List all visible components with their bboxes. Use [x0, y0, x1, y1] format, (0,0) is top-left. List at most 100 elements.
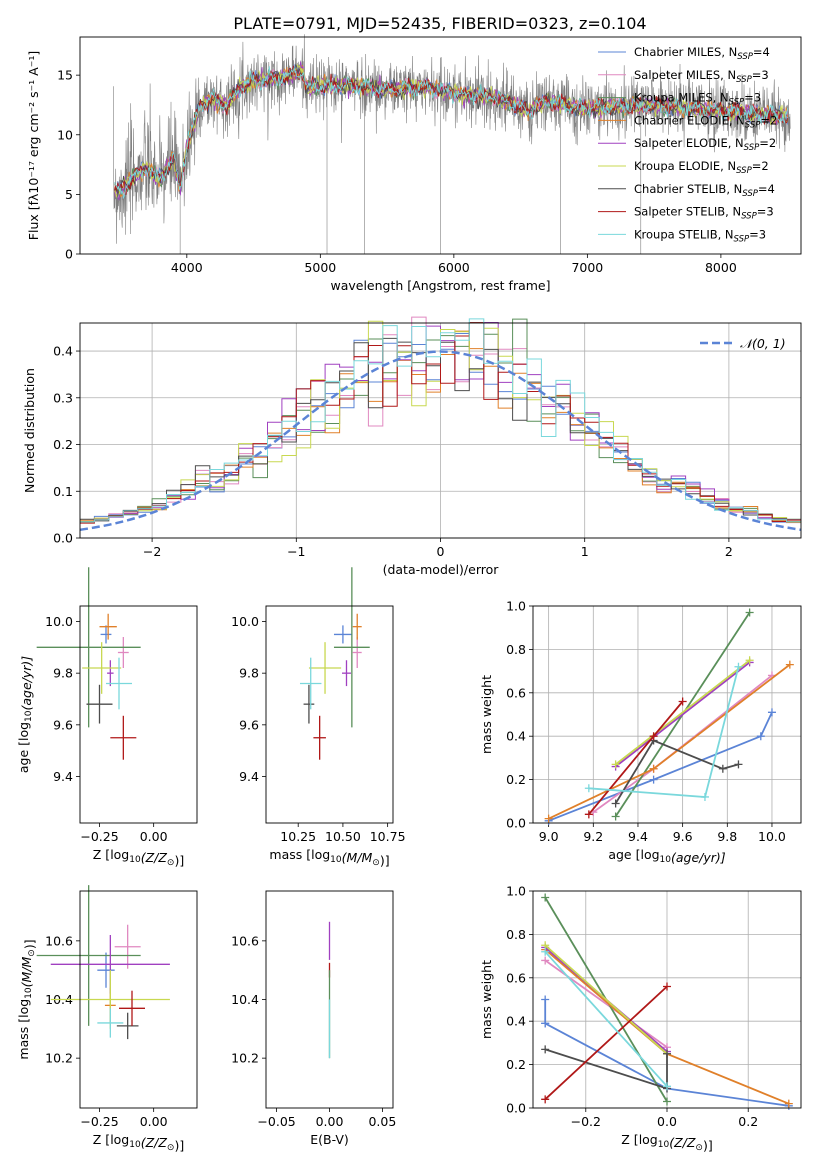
data-point: [734, 760, 743, 769]
data-point: [541, 956, 550, 965]
y-tick-label: 10.2: [231, 1051, 259, 1066]
y-tick-label: 0.4: [53, 344, 73, 359]
data-point: [649, 775, 658, 784]
data-point: [649, 764, 658, 773]
y-axis-label: mass [log10(M/M⊙)]: [16, 939, 37, 1059]
y-tick-label: 0.3: [53, 390, 73, 405]
data-point: [611, 812, 620, 821]
data-point: [584, 810, 593, 819]
y-tick-label: 9.8: [53, 666, 73, 681]
y-axis-label: age [log10(age/yr)]: [16, 656, 34, 773]
data-point: [734, 662, 743, 671]
data-point: [541, 1045, 550, 1054]
x-axis-label: Z [log10(Z/Z⊙)]: [93, 847, 184, 868]
data-point: [584, 784, 593, 793]
series-line: [544, 999, 789, 1107]
y-tick-label: 9.6: [53, 717, 73, 732]
x-tick-label: 0.0: [657, 1114, 677, 1129]
x-tick-label: 10.25: [280, 829, 316, 844]
legend-entry: Salpeter ELODIE, NSSP=2: [634, 136, 776, 153]
model-fit-line: [114, 66, 788, 200]
x-tick-label: 8000: [705, 260, 737, 275]
legend-entry: 𝒩(0, 1): [740, 336, 786, 351]
data-point: [611, 760, 620, 769]
data-point: [700, 792, 709, 801]
y-tick-label: 9.4: [239, 769, 259, 784]
x-tick-label: −0.05: [257, 1114, 295, 1129]
x-tick-label: 9.8: [717, 829, 737, 844]
axes-frame: [79, 322, 802, 539]
y-tick-label: 15: [57, 68, 73, 83]
y-tick-label: 0.0: [506, 1101, 526, 1116]
y-tick-label: 0.0: [506, 816, 526, 831]
x-tick-label: 5000: [304, 260, 336, 275]
x-tick-label: 1: [581, 544, 589, 559]
x-tick-label: 9.0: [539, 829, 559, 844]
y-tick-label: 1.0: [506, 884, 526, 899]
x-axis-label: E(B-V): [310, 1132, 349, 1147]
y-tick-label: 0.2: [506, 1057, 526, 1072]
data-point: [611, 799, 620, 808]
data-point: [663, 1097, 671, 1106]
x-tick-label: 0.00: [140, 829, 168, 844]
y-tick-label: 0.2: [53, 437, 73, 452]
data-point: [544, 814, 553, 823]
data-point: [541, 893, 550, 902]
series-line: [614, 739, 739, 804]
data-point: [541, 1095, 550, 1104]
x-tick-label: 0.00: [316, 1114, 344, 1129]
y-tick-label: 0: [65, 247, 73, 262]
y-tick-label: 1.0: [506, 599, 526, 614]
x-tick-label: 0: [437, 544, 445, 559]
x-tick-label: 0.05: [368, 1114, 396, 1129]
y-tick-label: 0.6: [506, 685, 526, 700]
x-tick-label: −1: [287, 544, 305, 559]
x-tick-label: 2: [725, 544, 733, 559]
legend-entry: Kroupa MILES, NSSP=3: [634, 91, 761, 108]
y-tick-label: 0.8: [506, 642, 526, 657]
panel-weight-vs-Z: −0.2 0.0 0.2 0.0 0.2 0.4 0.6 0.8 1.0 Z [log10(Z/Z…: [479, 884, 802, 1153]
axes-frame: [532, 890, 802, 1109]
legend-entry: Chabrier MILES, NSSP=4: [634, 45, 770, 62]
x-tick-label: 4000: [171, 260, 203, 275]
legend-entry: Kroupa STELIB, NSSP=3: [634, 227, 766, 244]
normal-reference-curve: [79, 350, 802, 532]
y-tick-label: 9.4: [53, 769, 73, 784]
histogram-step-line: [80, 322, 801, 524]
x-axis-label: Z [log10(Z/Z⊙)]: [93, 1132, 184, 1153]
y-tick-label: 0.2: [506, 772, 526, 787]
y-tick-label: 10.0: [231, 614, 259, 629]
data-point: [663, 1049, 671, 1058]
y-tick-label: 10.4: [231, 992, 259, 1007]
x-axis-label: mass [log10(M/M⊙)]: [269, 847, 389, 868]
y-tick-label: 5: [65, 187, 73, 202]
x-axis-label: wavelength [Angstrom, rest frame]: [330, 278, 550, 293]
y-tick-label: 10.0: [45, 614, 73, 629]
x-tick-label: 9.6: [673, 829, 693, 844]
x-tick-label: 7000: [571, 260, 603, 275]
panel-residuals: −2 −1 0 1 2 0.0 0.1 0.2 0.3 0.4 (data-model)/error…: [22, 316, 802, 577]
legend-entry: Chabrier STELIB, NSSP=4: [634, 182, 775, 199]
x-axis-label: (data-model)/error: [383, 562, 500, 577]
series-line: [544, 985, 668, 1100]
y-tick-label: 10.6: [231, 933, 259, 948]
series-line: [615, 659, 751, 766]
data-point: [541, 947, 550, 956]
y-tick-label: 0.0: [53, 531, 73, 546]
axes-frame: [79, 605, 198, 824]
y-tick-label: 0.6: [506, 970, 526, 985]
x-axis-label: Z [log10(Z/Z⊙)]: [621, 1132, 712, 1153]
x-tick-label: −0.25: [80, 1114, 118, 1129]
y-tick-label: 0.4: [506, 1014, 526, 1029]
axes-frame: [265, 605, 394, 824]
y-tick-label: 9.6: [239, 717, 259, 732]
axes-frame: [265, 890, 394, 1109]
legend-entry: Chabrier ELODIE, NSSP=2: [634, 113, 777, 130]
series-line: [544, 944, 668, 1055]
legend-entry: Kroupa ELODIE, NSSP=2: [634, 159, 769, 176]
data-point: [663, 982, 671, 991]
data-point: [745, 608, 754, 617]
data-point: [784, 1099, 793, 1108]
x-axis-label: age [log10(age/yr)]: [608, 847, 725, 865]
